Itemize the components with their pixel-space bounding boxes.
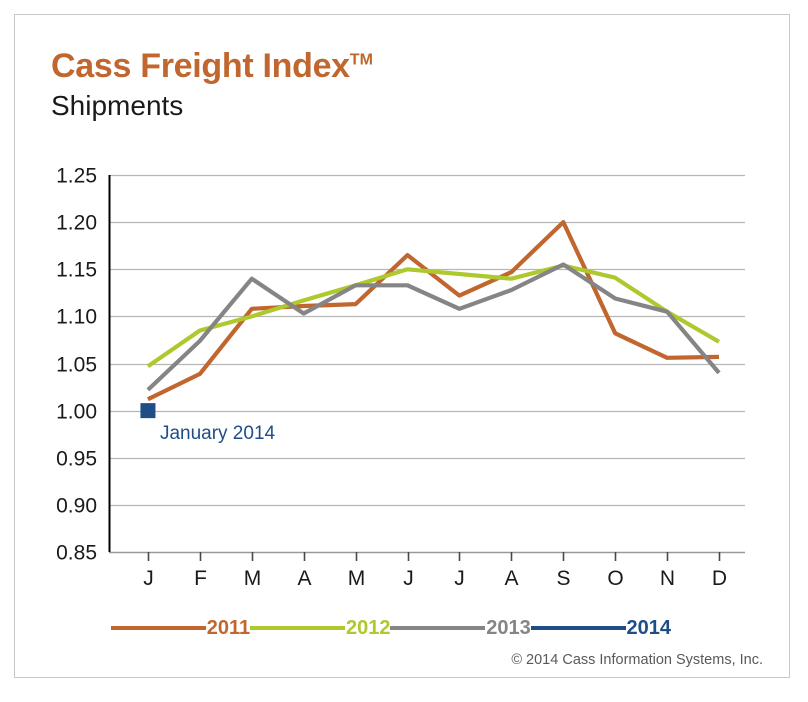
line-chart-svg: 0.85 0.90 0.95 1.00 1.05 1.10 1.15 1.20 1.25 J F M A… (56, 165, 745, 590)
x-axis-tick-label: J (454, 567, 465, 590)
y-axis-tick-label: 1.10 (56, 306, 97, 329)
legend-swatch-2014 (530, 626, 626, 630)
x-axis-tick-label: F (194, 567, 207, 590)
copyright-notice: © 2014 Cass Information Systems, Inc. (511, 652, 763, 668)
y-axis-tick-label: 0.90 (56, 495, 97, 518)
legend-item-2014[interactable]: 2014 (530, 616, 672, 640)
legend-item-2011[interactable]: 2011 (111, 617, 250, 640)
trademark-symbol: TM (349, 51, 373, 69)
y-axis-tick-label: 1.15 (56, 259, 97, 282)
y-axis-tick-label: 1.00 (56, 401, 97, 424)
y-axis-tick-label: 0.95 (56, 448, 97, 471)
y-axis-tick-label: 1.05 (56, 354, 97, 377)
y-axis-tick-label: 0.85 (56, 542, 97, 565)
x-axis-tick-label: N (660, 567, 675, 590)
legend-item-2012[interactable]: 2012 (250, 617, 390, 640)
series-line-2012 (146, 263, 721, 369)
x-axis-tick-label: A (297, 567, 311, 590)
x-axis-tick-label: M (244, 567, 262, 590)
january-2014-annotation: January 2014 (159, 422, 276, 444)
x-axis-tick-label: J (143, 567, 154, 590)
y-axis-tick-label: 1.25 (56, 165, 97, 188)
legend-label-2011: 2011 (206, 616, 251, 639)
x-axis-tick-label: J (403, 567, 414, 590)
legend-swatch-2011 (111, 626, 206, 630)
y-axis-tick-label: 1.20 (56, 212, 97, 235)
series-marker-2014 (140, 403, 156, 419)
legend-swatch-2013 (390, 626, 486, 630)
series-line-2013 (146, 262, 721, 392)
legend-swatch-2012 (250, 626, 345, 630)
title-text: Cass Freight Index (51, 47, 350, 85)
series-line-2011 (146, 220, 720, 402)
x-axis-tick-label: O (607, 567, 623, 590)
x-axis-tick-label: S (556, 567, 570, 590)
chart-legend: 2011 2012 2013 2014 (111, 611, 671, 645)
chart-plot-area: 0.85 0.90 0.95 1.00 1.05 1.10 1.15 1.20 1.25 J F M A… (15, 15, 791, 679)
legend-label-2014: 2014 (626, 616, 672, 639)
legend-item-2013[interactable]: 2013 (390, 616, 531, 640)
legend-label-2012: 2012 (345, 616, 391, 639)
x-axis-tick-label: M (348, 567, 366, 590)
legend-label-2013: 2013 (486, 616, 531, 639)
x-axis-tick-label: A (504, 567, 518, 590)
page-subtitle: Shipments (51, 90, 184, 121)
x-axis-tick-label: D (712, 567, 727, 590)
page-title: Cass Freight IndexTM (51, 47, 373, 86)
chart-card: Cass Freight IndexTM Shipments 0.85 0.90 0… (14, 14, 790, 678)
